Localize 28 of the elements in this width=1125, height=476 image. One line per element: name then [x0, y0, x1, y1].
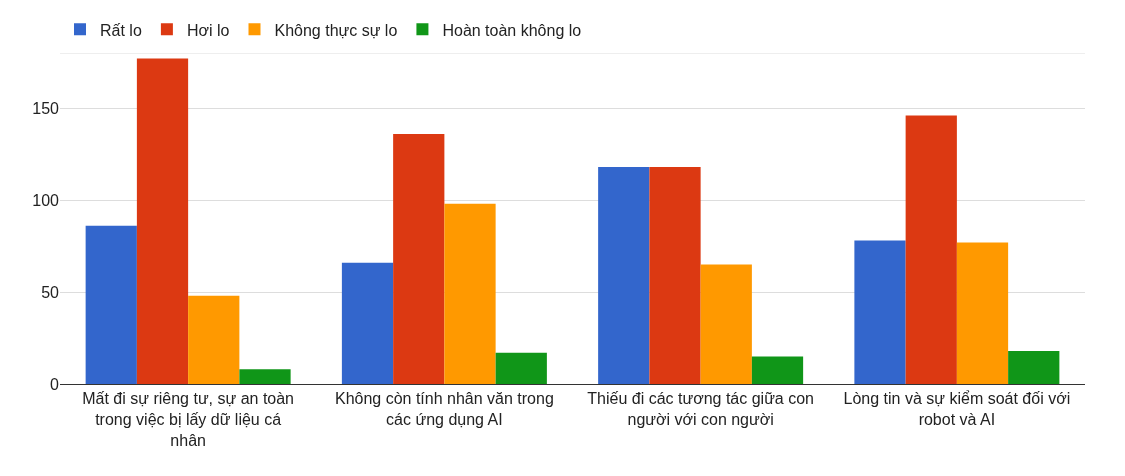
y-tick-label: 150: [32, 99, 60, 117]
bar: [854, 240, 906, 384]
bar: [956, 242, 1009, 384]
bar: [341, 262, 394, 384]
bar: [1008, 350, 1060, 384]
bar: [444, 203, 496, 384]
bar: [393, 133, 445, 384]
bar: [495, 352, 547, 384]
bar: [598, 167, 650, 384]
x-tick-label: Lòng tin và sự kiểm soát đối với robot và AI: [843, 390, 1071, 428]
x-tick-label: Không còn tính nhân văn trong các ứng dụng AI: [334, 390, 554, 428]
x-tick-label: Thiếu đi các tương tác giữa con người với con người: [587, 390, 814, 428]
legend-label: Rất lo: [100, 21, 142, 39]
bar: [85, 225, 137, 384]
legend-label: Không thực sự lo: [274, 21, 398, 39]
bar: [239, 369, 291, 384]
bar: [136, 58, 189, 384]
bar: [188, 295, 240, 384]
legend-label: Hơi lo: [186, 21, 230, 39]
y-tick-label: 50: [41, 283, 60, 301]
bar: [905, 115, 957, 384]
bar: [649, 167, 701, 384]
bar: [751, 356, 804, 384]
x-tick-label: Mất đi sự riêng tư, sự an toàn trong việc bị lấy dữ liệu cá nhân: [82, 390, 295, 449]
legend-label: Hoàn toàn không lo: [442, 21, 582, 39]
y-tick-label: 0: [50, 375, 60, 393]
bar: [700, 264, 752, 384]
y-tick-label: 100: [32, 191, 60, 209]
